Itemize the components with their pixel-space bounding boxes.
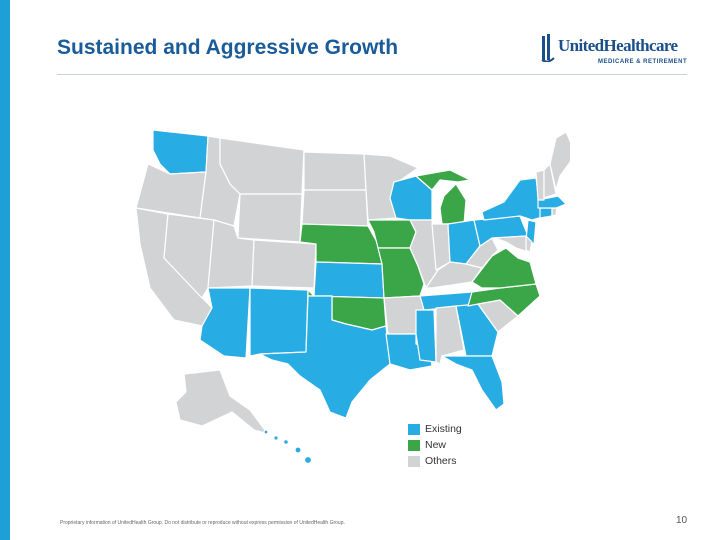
state-VT <box>535 169 545 201</box>
state-CT <box>539 207 553 219</box>
state-CO <box>251 239 317 289</box>
state-MD <box>493 235 529 253</box>
accent-bar <box>0 0 10 540</box>
state-RI <box>551 207 558 217</box>
state-NH <box>543 163 557 199</box>
legend-swatch-new <box>408 440 420 451</box>
logo-wordmark: UnitedHealthcare <box>558 36 678 55</box>
legend-item-new: New <box>408 439 488 452</box>
state-TX <box>259 295 391 419</box>
state-DE <box>525 235 533 253</box>
state-MI <box>415 169 471 191</box>
state-AZ <box>199 287 251 359</box>
state-KS <box>313 261 385 299</box>
state-AK <box>175 369 269 435</box>
logo-mark-icon <box>541 34 555 62</box>
slide-title: Sustained and Aggressive Growth <box>57 36 399 59</box>
footer-disclaimer: Proprietary information of UnitedHealth … <box>60 520 345 526</box>
legend-swatch-existing <box>408 424 420 435</box>
us-map <box>135 129 570 465</box>
state-ND <box>303 151 367 191</box>
state-MA <box>537 195 567 209</box>
state-HI <box>263 429 313 465</box>
state-WY <box>237 193 303 243</box>
state-FL <box>441 355 505 411</box>
state-ME <box>549 131 570 191</box>
state-VA <box>471 247 537 289</box>
state-NM <box>249 287 309 357</box>
logo-subtitle: MEDICARE & RETIREMENT <box>598 59 688 65</box>
unitedhealthcare-logo: UnitedHealthcare MEDICARE & RETIREMENT <box>540 30 690 70</box>
legend-item-others: Others <box>408 455 488 468</box>
state-MT <box>219 137 305 195</box>
state-SD <box>301 189 369 229</box>
legend-label-new: New <box>425 439 447 451</box>
state-WA <box>152 129 209 175</box>
title-divider <box>57 74 687 75</box>
legend-label-others: Others <box>425 455 457 467</box>
state-MI-lp <box>439 183 467 225</box>
legend-label-existing: Existing <box>425 423 462 435</box>
state-MS <box>415 309 437 363</box>
page-number: 10 <box>676 515 688 526</box>
legend-swatch-others <box>408 456 420 467</box>
legend-item-existing: Existing <box>408 423 488 436</box>
